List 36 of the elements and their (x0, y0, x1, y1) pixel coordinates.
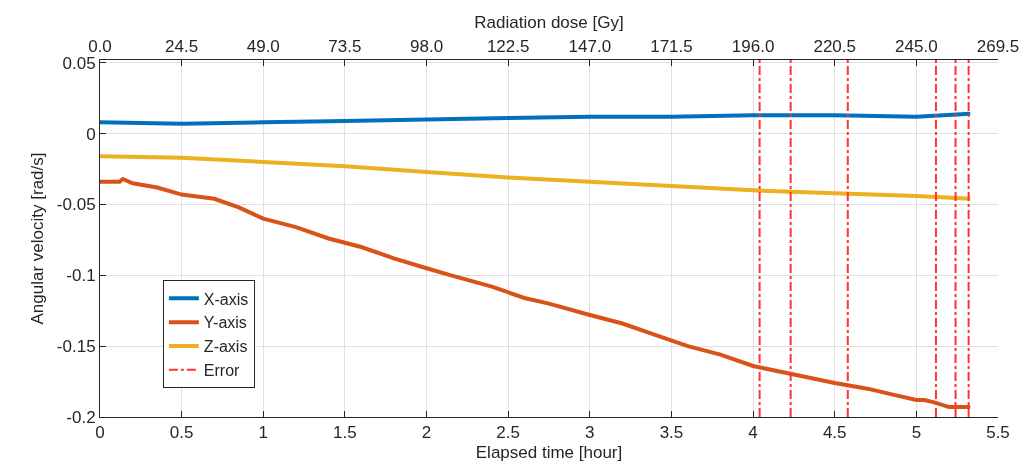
legend-label: Y-axis (203, 314, 247, 332)
x-tick-label: 1 (258, 423, 268, 443)
x-tick-label: 4 (748, 423, 758, 443)
x-tick-label: 5 (911, 423, 922, 443)
x-tick-label: 2.5 (496, 423, 520, 443)
y-axis-title: Angular velocity [rad/s] (28, 152, 48, 325)
line-series (100, 177, 973, 410)
x2-tick-label: 220.5 (813, 37, 856, 57)
y-tick-label: -0.05 (56, 195, 96, 215)
x2-tick-label: 73.5 (328, 37, 362, 57)
x-tick-label: 4.5 (822, 423, 847, 443)
legend-label: X-axis (203, 290, 249, 308)
legend-label: Z-axis (203, 338, 248, 356)
x-tick-label: 3 (585, 423, 595, 443)
x2-axis-title: Radiation dose [Gy] (474, 12, 624, 32)
y-tick-label: -0.1 (66, 266, 96, 286)
x2-tick-label: 196.0 (731, 37, 775, 57)
x2-tick-label: 122.5 (486, 37, 530, 57)
y-tick-label: -0.15 (56, 337, 96, 357)
x-tick-label: 5.5 (986, 423, 1010, 443)
x2-tick-label: 24.5 (165, 37, 199, 57)
x2-tick-label: 147.0 (568, 37, 612, 57)
x-axis-title: Elapsed time [hour] (475, 442, 623, 462)
y-tick-label: -0.2 (66, 407, 96, 427)
x2-tick-label: 98.0 (410, 37, 444, 57)
x2-tick-label: 245.0 (895, 37, 938, 57)
x2-tick-label: 49.0 (246, 37, 280, 57)
x-tick-label: 3.5 (659, 423, 684, 443)
x2-tick-label: 171.5 (650, 37, 693, 57)
x2-tick-label: 269.5 (976, 37, 1020, 57)
x-tick-label: 0.5 (169, 423, 194, 443)
legend-label: Error (203, 361, 241, 379)
line-series (100, 111, 973, 126)
y-tick-label: 0 (86, 124, 96, 144)
x-tick-label: 1.5 (333, 423, 357, 443)
x-tick-label: 2 (421, 423, 432, 443)
